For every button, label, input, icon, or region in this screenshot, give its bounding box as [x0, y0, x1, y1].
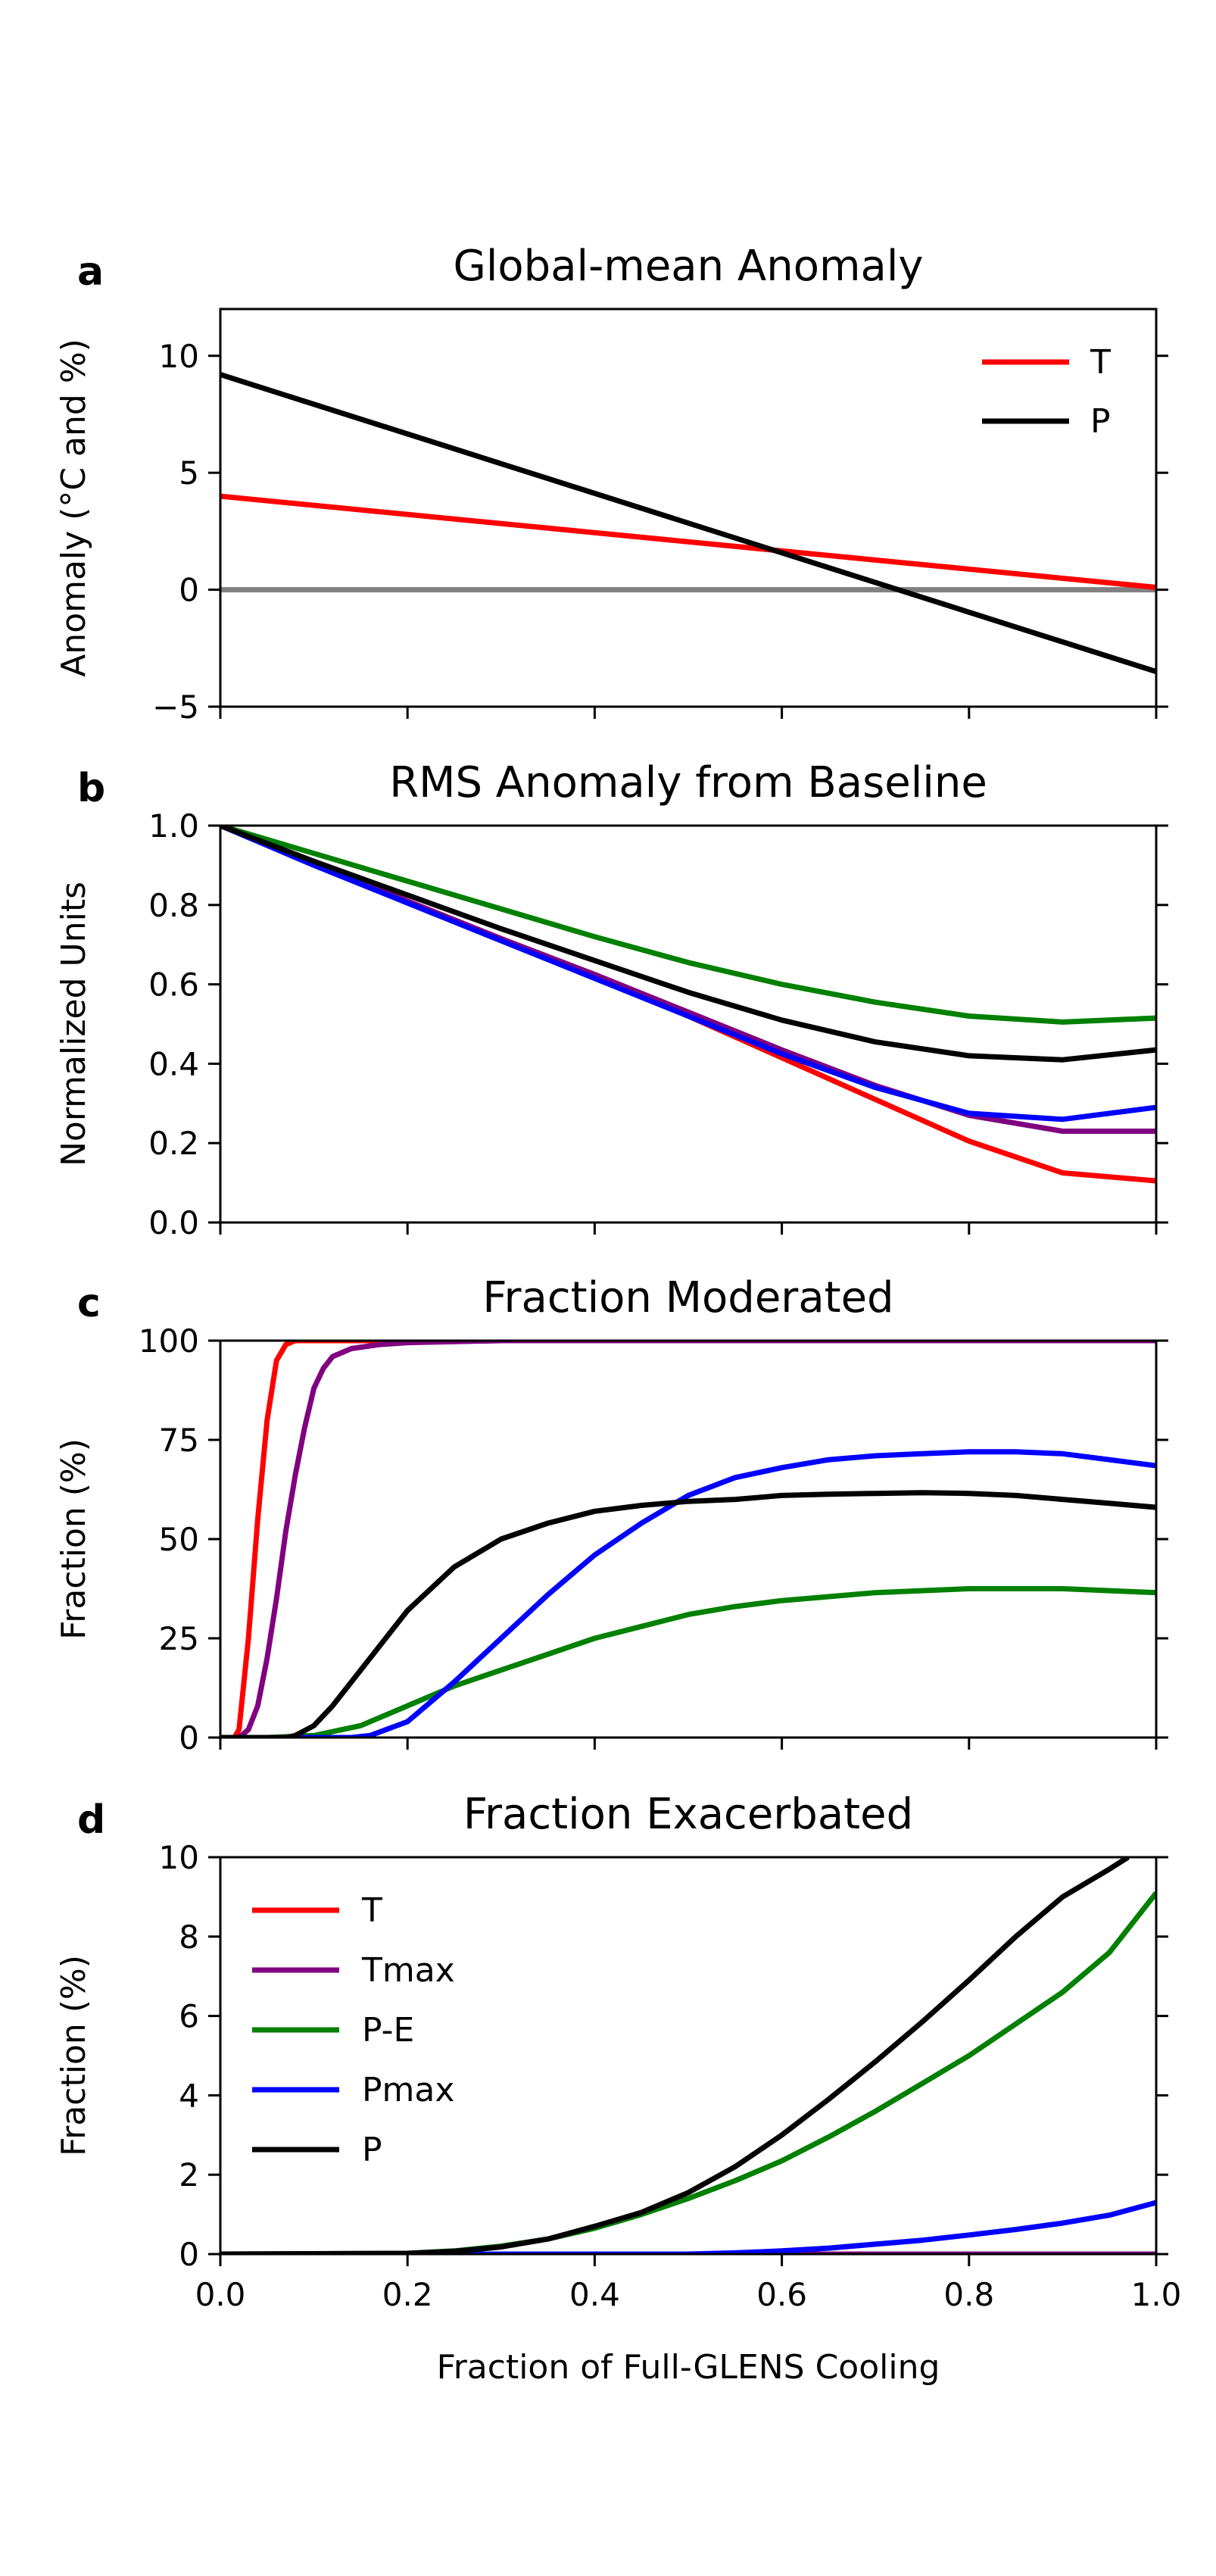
panel-letter: b	[77, 766, 105, 811]
legend-label-p-e: P-E	[362, 2011, 414, 2050]
panels: a Global-mean Anomaly Anomaly (°C and %) −5…	[55, 242, 1181, 2313]
plot-area	[220, 372, 1156, 675]
panel-b: b RMS Anomaly from Baseline Normalized Uni…	[55, 758, 1168, 1241]
y-tick-label: 0	[179, 2236, 199, 2273]
y-tick-label: 50	[159, 1521, 199, 1558]
y-tick-label: 25	[159, 1620, 199, 1657]
panel-c: c Fraction Moderated Fraction (%) 0 25 50 75 10…	[55, 1273, 1168, 1756]
series-line-p	[220, 1857, 1130, 2254]
y-tick-label: 0.4	[148, 1045, 199, 1082]
y-tick-label: 4	[179, 2077, 199, 2114]
series-line-p	[220, 826, 1156, 1063]
legend: TP	[982, 343, 1111, 441]
y-axis-label: Fraction (%)	[55, 1955, 93, 2156]
panel-d: d Fraction Exacerbated Fraction (%) 0 2 4 6 8 10…	[55, 1790, 1181, 2313]
plot-area	[220, 1857, 1156, 2254]
series-line-p	[220, 372, 1156, 675]
legend-label-p: P	[362, 2131, 382, 2169]
plot-area	[220, 826, 1156, 1184]
panel-a: a Global-mean Anomaly Anomaly (°C and %) −5…	[55, 242, 1168, 726]
panel-title: RMS Anomaly from Baseline	[389, 758, 987, 807]
y-tick-label: 0.0	[148, 1204, 199, 1241]
x-tick-label: 0.6	[756, 2276, 807, 2313]
legend-label-t: T	[1090, 343, 1111, 382]
y-tick-label: 10	[159, 338, 199, 375]
panel-title: Fraction Moderated	[482, 1273, 893, 1322]
panel-letter: c	[77, 1281, 101, 1326]
y-axis-label: Fraction (%)	[55, 1438, 93, 1640]
x-tick-label: 1.0	[1131, 2276, 1182, 2313]
y-tick-label: 10	[159, 1839, 199, 1876]
y-axis-label: Anomaly (°C and %)	[55, 339, 93, 677]
series-line-p	[220, 1490, 1156, 1738]
series-line-tmax	[220, 1341, 1156, 1738]
legend-label-tmax: Tmax	[361, 1951, 455, 1990]
y-tick-label: 1.0	[148, 807, 199, 845]
series-line-pmax	[220, 2200, 1156, 2254]
y-tick-label: 5	[179, 454, 199, 492]
y-tick-label: 0.6	[148, 966, 199, 1004]
panel-title: Fraction Exacerbated	[463, 1790, 913, 1839]
y-tick-label: 2	[179, 2156, 199, 2194]
series-line-pmax	[220, 826, 1156, 1123]
x-axis-label: Fraction of Full-GLENS Cooling	[437, 2348, 940, 2387]
axes-frame	[219, 824, 1158, 1224]
axes-frame	[219, 1856, 1158, 2256]
plot-area	[220, 1341, 1156, 1738]
y-axis-label: Normalized Units	[55, 882, 93, 1166]
legend: T Tmax P-E Pmax P	[252, 1891, 455, 2169]
x-tick-label: 0.0	[195, 2276, 246, 2313]
legend-label-p: P	[1090, 402, 1111, 441]
series-line-t	[220, 1341, 1156, 1738]
series-line-pmax	[220, 1449, 1156, 1738]
y-tick-label: 0	[179, 572, 199, 609]
panel-title: Global-mean Anomaly	[453, 242, 923, 291]
x-tick-label: 0.4	[569, 2276, 620, 2313]
series-line-p-e	[220, 1586, 1156, 1738]
y-tick-label: 100	[139, 1322, 199, 1360]
y-tick-label: 8	[179, 1919, 199, 1956]
y-tick-label: −5	[152, 688, 199, 726]
axes-frame	[219, 308, 1158, 708]
y-tick-label: 75	[159, 1422, 199, 1459]
y-tick-label: 0.2	[148, 1125, 199, 1162]
y-tick-label: 0	[179, 1719, 199, 1756]
x-tick-label: 0.8	[943, 2276, 994, 2313]
y-tick-label: 6	[179, 1998, 199, 2035]
x-tick-label: 0.2	[382, 2276, 433, 2313]
panel-letter: a	[77, 249, 104, 295]
y-tick-label: 0.8	[148, 887, 199, 924]
series-line-p-e	[220, 826, 1156, 1025]
legend-label-pmax: Pmax	[362, 2071, 454, 2109]
series-line-t	[220, 493, 1156, 590]
legend-label-t: T	[361, 1891, 382, 1930]
panel-letter: d	[77, 1797, 105, 1843]
